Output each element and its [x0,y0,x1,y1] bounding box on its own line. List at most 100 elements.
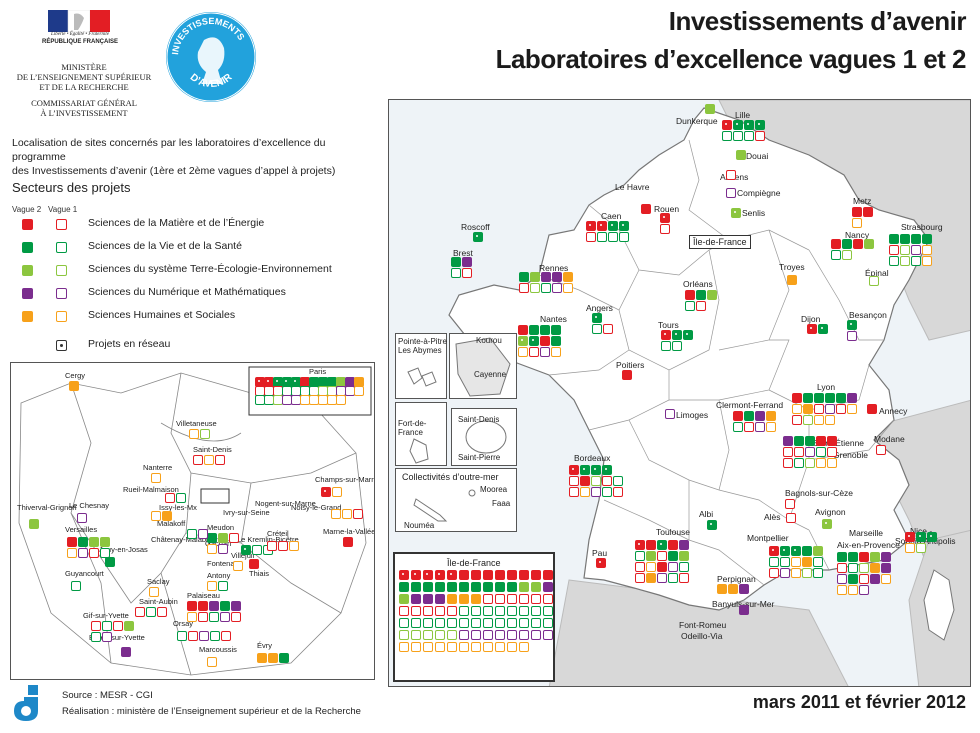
lab-marker [342,509,352,519]
lab-marker [89,537,99,547]
inset-guyane-cayenne: Cayenne [474,370,507,379]
lab-marker [447,594,457,604]
lab-marker [685,290,695,300]
lab-marker [447,606,457,616]
ministry-line: COMMISSARIAT GÉNÉRAL [31,98,137,108]
lab-marker [218,544,228,554]
lab-marker [209,612,219,622]
city-label: Douai [746,151,769,161]
lab-marker [231,612,241,622]
lab-marker [71,581,81,591]
legend-label: Sciences de la Vie et de la Santé [88,240,242,252]
lab-marker [822,519,832,529]
lab-marker [792,415,802,425]
lab-marker [423,594,433,604]
ministry-line: DE L’ENSEIGNEMENT SUPÉRIEUR [16,72,152,82]
city-label: Saint-Denis [193,445,232,454]
lab-marker [199,631,209,641]
lab-marker [905,532,915,542]
lab-marker [881,563,891,573]
city-label: Saint-Étienne [813,438,865,448]
lab-marker [827,436,837,446]
city-label: Saclay [147,577,170,586]
lab-marker [881,574,891,584]
lab-marker [459,630,469,640]
lab-marker [423,618,433,628]
lab-marker [603,324,613,334]
lab-marker [660,224,670,234]
lab-marker [411,570,421,580]
city-label: Angers [586,303,613,313]
lab-marker [613,487,623,497]
legend-vague1-swatch [56,219,67,230]
lab-marker [803,404,813,414]
legend-vague1-swatch [56,288,67,299]
lab-marker [151,511,161,521]
inset-guadeloupe-label: Pointe-à-Pitre Les Abymes [398,337,447,355]
lab-marker [870,552,880,562]
lab-marker [646,573,656,583]
lab-marker [541,283,551,293]
lab-marker [911,256,921,266]
lab-marker [900,256,910,266]
city-label: Épinal [865,268,889,278]
lab-marker [591,476,601,486]
lab-marker [353,509,363,519]
lab-marker [867,404,877,414]
lab-marker [679,551,689,561]
city-label: Modane [874,434,905,444]
lab-marker [825,415,835,425]
lab-marker [78,537,88,547]
lab-marker [543,618,553,628]
lab-marker [411,606,421,616]
ministry-line: À L’INVESTISSEMENT [40,108,128,118]
lab-marker [105,557,115,567]
city-label: Rennes [539,263,569,273]
lab-marker [220,612,230,622]
lab-marker [569,487,579,497]
lab-marker [165,493,175,503]
legend-title: Secteurs des projets [12,180,131,195]
lab-marker [435,642,445,652]
city-label: Limoges [676,410,709,420]
lab-marker [837,574,847,584]
lab-marker [805,447,815,457]
city-label: Gachan [205,539,231,548]
lab-marker [91,621,101,631]
city-label: Châtenay-Malabry [151,535,213,544]
lab-marker [519,594,529,604]
lab-marker [831,250,841,260]
inset-reunion-saint-denis: Saint-Denis [458,415,500,424]
lab-marker [519,606,529,616]
lab-marker [922,245,932,255]
lab-marker [818,324,828,334]
lab-marker [309,377,319,387]
lab-marker [540,325,550,335]
lab-marker [215,455,225,465]
lab-marker [848,585,858,595]
lab-marker [792,393,802,403]
lab-marker [423,606,433,616]
city-label: Malakoff [157,519,186,528]
city-label: Albi [699,509,714,519]
lab-marker [836,404,846,414]
city-label: Brest [453,248,473,258]
lab-marker [543,630,553,640]
lab-marker [916,532,926,542]
lab-marker [911,234,921,244]
lab-marker [529,347,539,357]
lab-marker [221,631,231,641]
lab-marker [447,618,457,628]
idf-map-label: Île-de-France [689,235,751,249]
lab-marker [657,551,667,561]
lab-marker [121,647,131,657]
lab-marker [889,245,899,255]
idf-markers-layer: Cergy Paris Villetaneuse Saint-Denis Nanterr… [11,363,374,679]
lab-marker [814,415,824,425]
lab-marker [733,422,743,432]
city-label: Strasbourg [901,222,943,232]
city-label: Aix-en-Provence [837,540,900,550]
city-label: Nogent-sur-Marne [255,499,316,508]
svg-text:D’AVENIR: D’AVENIR [188,71,235,90]
lab-marker [151,473,161,483]
